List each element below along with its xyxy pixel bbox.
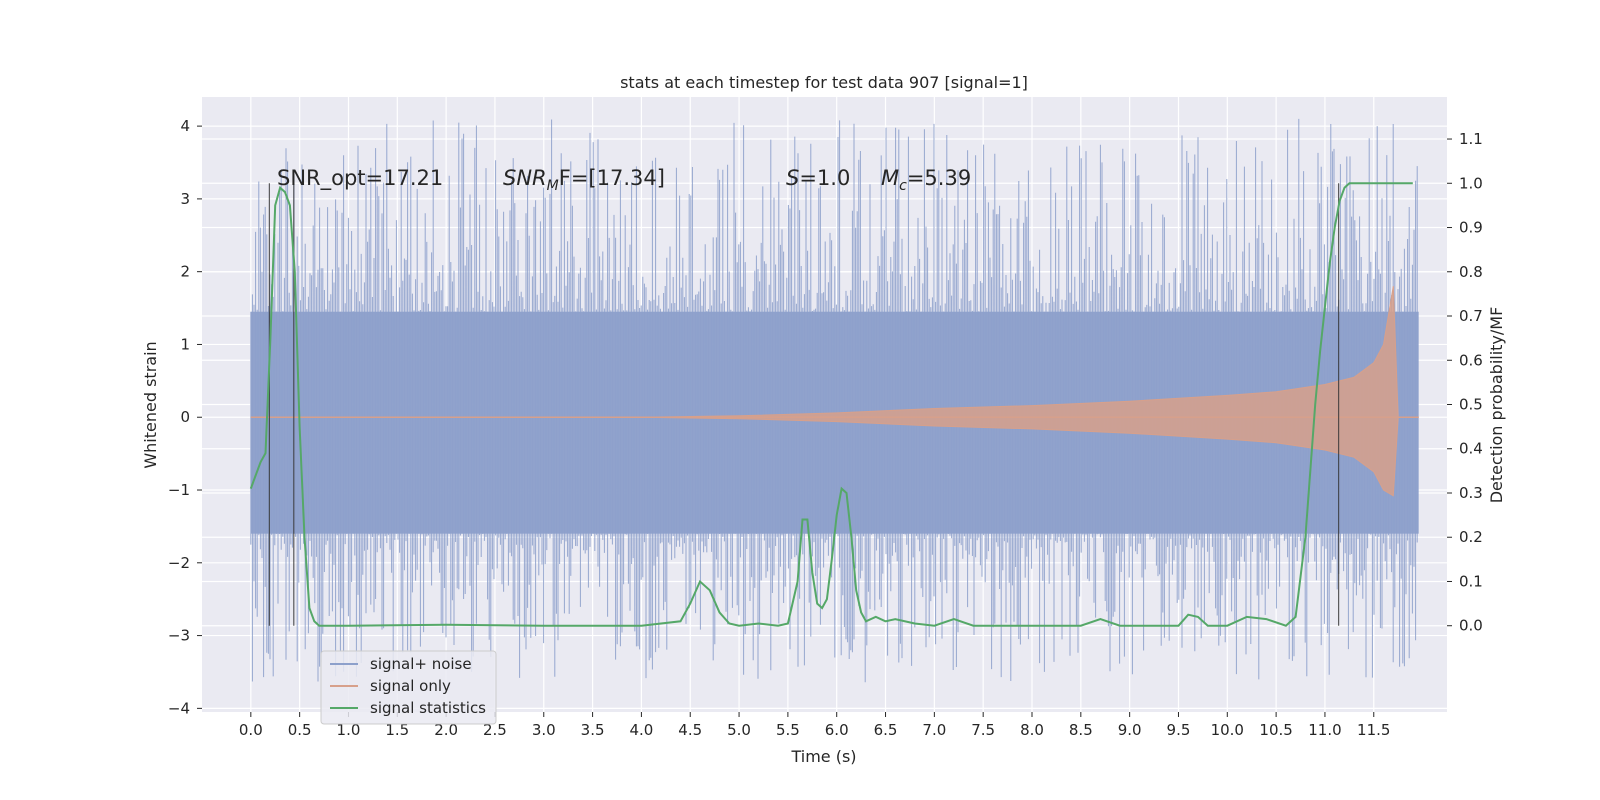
x-tick-label: 6.5 [874,721,898,739]
y-tick-label: 1 [180,335,190,353]
x-tick-label: 5.5 [776,721,800,739]
x-tick-label: 9.0 [1118,721,1142,739]
annotation-snr-mf: SNRMF=[17.34] [503,166,665,194]
mc-main: M [881,166,899,190]
annotation-s: S=1.0 [786,166,850,190]
y2-tick-label: 0.6 [1459,351,1483,369]
x-tick-label: 4.0 [629,721,653,739]
annotation-mc: Mc=5.39 [881,166,971,194]
y-tick-label: 3 [180,190,190,208]
x-tick-label: 7.5 [971,721,995,739]
y2-tick-label: 0.1 [1459,572,1483,590]
x-tick-label: 9.5 [1167,721,1191,739]
snr-mf-sub: M [547,178,559,194]
x-tick-label: 5.0 [727,721,751,739]
x-tick-label: 10.0 [1211,721,1244,739]
signal-statistics-series [249,182,1413,627]
axis-ticks: 0.0 0.5 1.0 1.5 2.0 2.5 3.0 3.5 4.0 4.5 5.0 5.5 6.0 6… [168,117,1483,739]
x-tick-label: 1.0 [337,721,361,739]
y-tick-label: 0 [180,408,190,426]
x-tick-label: 1.5 [385,721,409,739]
y2-tick-label: 1.1 [1459,130,1483,148]
y2-tick-label: 0.0 [1459,617,1483,635]
x-tick-label: 8.5 [1069,721,1093,739]
legend-label-noise: signal+ noise [370,655,472,673]
y2-tick-label: 1.0 [1459,174,1483,192]
y2-tick-label: 0.8 [1459,263,1483,281]
y2-tick-label: 0.9 [1459,219,1483,237]
y-tick-label: −2 [168,554,190,572]
x-axis-label: Time (s) [790,747,856,766]
x-tick-label: 3.0 [532,721,556,739]
y-tick-label: −1 [168,481,190,499]
signal-envelope [250,286,1419,497]
legend: signal+ noise signal only signal statist… [320,650,497,725]
x-tick-label: 6.0 [825,721,849,739]
mc-rest: =5.39 [907,166,971,190]
x-tick-label: 7.0 [922,721,946,739]
mc-sub: c [899,178,907,194]
y-tick-label: 4 [180,117,190,135]
x-tick-label: 3.5 [581,721,605,739]
legend-label-signal: signal only [370,677,451,695]
signal-only-series [250,286,1419,497]
annotation-snr-opt: SNR_opt=17.21 [277,166,443,191]
x-tick-label: 4.5 [678,721,702,739]
x-tick-label: 2.0 [434,721,458,739]
x-tick-label: 8.0 [1020,721,1044,739]
y-axis-label: Whitened strain [141,341,160,468]
snr-mf-main: SNR [503,166,547,190]
legend-box [320,650,497,725]
x-tick-label: 0.5 [288,721,312,739]
x-tick-label: 10.5 [1259,721,1292,739]
s-main: S [786,166,799,190]
chart-title: stats at each timestep for test data 907… [620,73,1028,92]
y2-tick-label: 0.4 [1459,440,1483,458]
y2-tick-label: 0.7 [1459,307,1483,325]
y2-tick-label: 0.5 [1459,396,1483,414]
legend-label-stats: signal statistics [370,699,486,717]
snr-mf-rest: F=[17.34] [559,166,665,190]
y-tick-label: −3 [168,627,190,645]
x-tick-label: 0.0 [239,721,263,739]
x-tick-label: 11.0 [1308,721,1341,739]
x-tick-label: 2.5 [483,721,507,739]
x-tick-label: 11.5 [1357,721,1390,739]
statistics-line [249,182,1413,627]
y-tick-label: 2 [180,263,190,281]
y-tick-label: −4 [168,699,190,717]
y2-axis-label: Detection probability/MF [1487,307,1506,504]
s-rest: =1.0 [799,166,850,190]
y2-tick-label: 0.3 [1459,484,1483,502]
y2-tick-label: 0.2 [1459,528,1483,546]
